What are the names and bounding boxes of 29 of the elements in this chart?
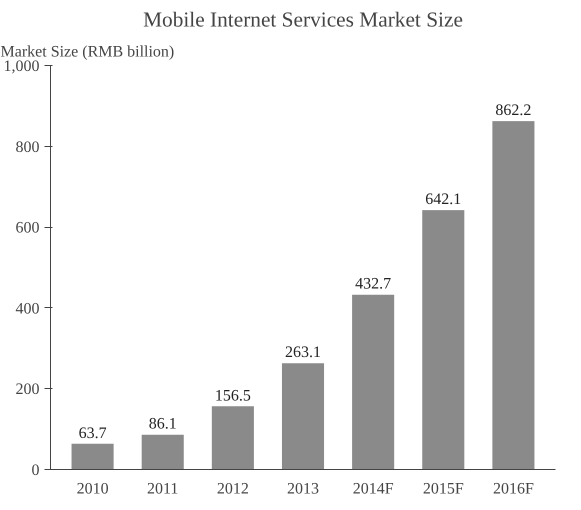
bar (422, 210, 464, 470)
data-label: 432.7 (355, 276, 392, 293)
data-label: 263.1 (285, 344, 321, 362)
y-tick-label: 200 (16, 381, 40, 398)
bar (142, 434, 184, 470)
y-tick-label: 800 (16, 138, 40, 156)
data-label: 862.2 (495, 102, 532, 120)
y-axis-title: Market Size (RMB billion) (0, 44, 174, 60)
bar (492, 121, 534, 470)
x-tick-label: 2016F (492, 480, 534, 498)
data-label: 86.1 (148, 416, 177, 433)
data-label: 63.7 (78, 424, 107, 442)
data-label: 156.5 (214, 387, 251, 404)
chart-title: Mobile Internet Services Market Size (143, 8, 463, 32)
x-tick-label: 2010 (76, 480, 109, 498)
data-label: 642.1 (425, 191, 462, 208)
y-tick-label: 400 (16, 300, 40, 318)
x-tick-label: 2014F (352, 480, 394, 498)
bar (352, 294, 394, 470)
x-tick-label: 2015F (422, 480, 464, 498)
x-tick-label: 2012 (216, 480, 249, 498)
x-tick-label: 2011 (147, 480, 178, 498)
x-tick-label: 2013 (287, 480, 319, 498)
y-tick-label: 600 (16, 220, 40, 237)
y-tick-label: 0 (32, 462, 40, 479)
y-tick-label: 1,000 (4, 58, 40, 75)
bar (212, 406, 254, 470)
bar (72, 444, 114, 470)
bar (282, 363, 324, 470)
